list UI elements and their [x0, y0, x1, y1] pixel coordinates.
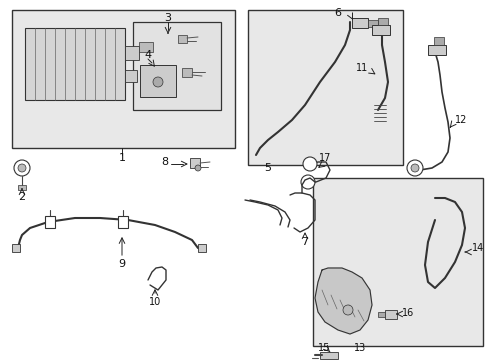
Bar [45, 216, 55, 228]
Bar [133, 22, 221, 110]
Text: 11: 11 [355, 63, 367, 73]
Text: 1: 1 [118, 153, 125, 163]
Bar [377, 18, 387, 25]
Bar [178, 35, 186, 43]
Bar [427, 45, 445, 55]
Bar [371, 25, 389, 35]
Bar [12, 10, 235, 148]
Text: 2: 2 [19, 192, 25, 202]
Bar [18, 185, 26, 190]
Circle shape [301, 175, 314, 189]
Bar [312, 178, 482, 346]
Circle shape [406, 160, 422, 176]
Text: 15: 15 [317, 343, 329, 353]
Text: 17: 17 [318, 153, 330, 163]
Circle shape [342, 305, 352, 315]
Bar [125, 46, 139, 60]
Polygon shape [314, 268, 371, 334]
Bar [367, 20, 377, 27]
Bar [25, 28, 125, 100]
Bar [377, 312, 384, 317]
Circle shape [195, 165, 201, 171]
Bar [118, 216, 128, 228]
Text: 12: 12 [454, 115, 467, 125]
Bar [140, 65, 176, 97]
Text: 3: 3 [164, 13, 171, 23]
Bar [139, 42, 153, 52]
Bar [351, 18, 367, 28]
Bar [319, 352, 337, 359]
Text: 8: 8 [161, 157, 168, 167]
Bar [433, 37, 443, 45]
Circle shape [14, 160, 30, 176]
Bar [182, 68, 192, 77]
Circle shape [303, 157, 316, 171]
Text: 6: 6 [334, 8, 341, 18]
Text: 16: 16 [401, 308, 413, 318]
Text: 14: 14 [471, 243, 483, 253]
Bar [198, 244, 205, 252]
Text: 9: 9 [118, 259, 125, 269]
Circle shape [410, 164, 418, 172]
Bar [384, 310, 396, 319]
Bar [247, 10, 402, 165]
Bar [190, 158, 200, 168]
Bar [125, 70, 137, 82]
Bar [12, 244, 20, 252]
Text: 4: 4 [144, 50, 151, 60]
Text: 5: 5 [264, 163, 271, 173]
Circle shape [18, 164, 26, 172]
Circle shape [153, 77, 163, 87]
Text: 13: 13 [353, 343, 366, 353]
Text: 7: 7 [301, 237, 308, 247]
Text: 10: 10 [148, 297, 161, 307]
